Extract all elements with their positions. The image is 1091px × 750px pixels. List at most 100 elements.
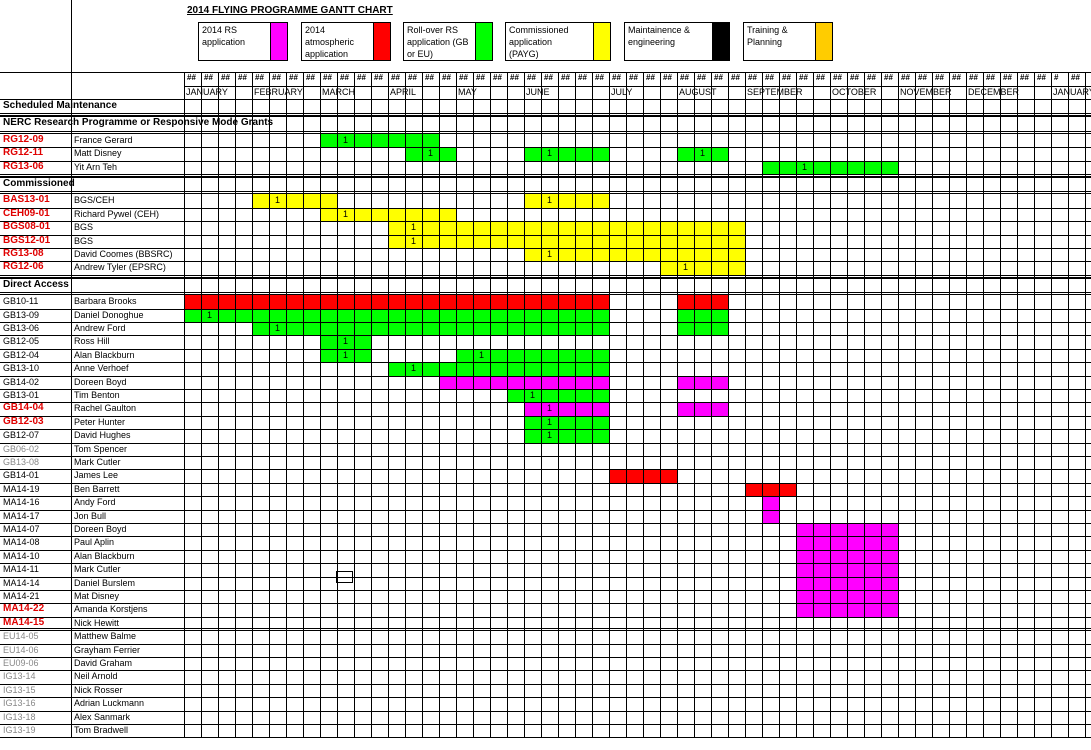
pi-name[interactable]: Nick Hewitt [74, 617, 120, 628]
project-code[interactable]: IG13-15 [3, 684, 36, 695]
project-code[interactable]: MA14-16 [3, 497, 40, 508]
project-code[interactable]: EU09-06 [3, 658, 39, 668]
pi-name[interactable]: Jon Bull [74, 510, 107, 521]
project-code[interactable]: GB13-06 [3, 323, 40, 333]
project-code[interactable]: IG13-19 [3, 725, 36, 735]
pi-name[interactable]: France Gerard [74, 134, 133, 145]
pi-name[interactable]: Ross Hill [74, 336, 110, 347]
pi-name[interactable]: Alex Sanmark [74, 711, 131, 722]
pi-name[interactable]: Amanda Korstjens [74, 604, 148, 615]
project-code[interactable]: BGS12-01 [3, 234, 51, 246]
project-code[interactable]: GB14-04 [3, 402, 44, 414]
grid-hline [0, 415, 1091, 417]
week-header: ## [1071, 73, 1080, 82]
project-code[interactable]: GB13-09 [3, 309, 40, 320]
pi-name[interactable]: Andrew Tyler (EPSRC) [74, 262, 166, 273]
pi-name[interactable]: Mark Cutler [74, 457, 121, 467]
pi-name[interactable]: Tom Bradwell [74, 725, 129, 735]
pi-name[interactable]: Paul Aplin [74, 537, 115, 548]
pi-name[interactable]: BGS [74, 222, 94, 233]
legend-label: 2014 atmospheric application [305, 25, 355, 59]
project-code[interactable]: GB14-02 [3, 376, 40, 387]
project-code[interactable]: IG13-18 [3, 711, 36, 722]
grid-hline [0, 697, 1091, 699]
month-label: MAY [458, 87, 477, 97]
project-code[interactable]: MA14-15 [3, 616, 45, 628]
pi-name[interactable]: Andrew Ford [74, 323, 126, 333]
project-code[interactable]: GB12-04 [3, 349, 40, 360]
grid-vline [354, 72, 355, 738]
project-code[interactable]: IG13-14 [3, 671, 36, 682]
project-code[interactable]: MA14-14 [3, 577, 40, 588]
pi-name[interactable]: BGS/CEH [74, 195, 115, 206]
pi-name[interactable]: James Lee [74, 470, 119, 481]
pi-name[interactable]: Doreen Boyd [74, 524, 127, 534]
project-code[interactable]: GB12-07 [3, 430, 40, 441]
pi-name[interactable]: BGS [74, 235, 94, 246]
project-code[interactable]: GB06-02 [3, 443, 40, 454]
project-code[interactable]: MA14-08 [3, 537, 40, 548]
pi-name[interactable]: Ben Barrett [74, 483, 120, 494]
project-code[interactable]: MA14-22 [3, 603, 45, 615]
project-code[interactable]: BGS08-01 [3, 221, 51, 233]
project-code[interactable]: MA14-10 [3, 550, 40, 561]
project-code[interactable]: RG13-06 [3, 160, 44, 172]
pi-name[interactable]: Daniel Burslem [74, 577, 136, 588]
selected-cell[interactable] [336, 571, 353, 583]
project-code[interactable]: RG12-06 [3, 261, 44, 273]
pi-name[interactable]: David Coomes (BBSRC) [74, 249, 173, 259]
project-code[interactable]: GB10-11 [3, 296, 39, 307]
grid-hline [0, 308, 1091, 310]
gantt-bar [524, 248, 745, 262]
grid-hline [0, 683, 1091, 685]
project-code[interactable]: RG13-08 [3, 248, 44, 259]
project-code[interactable]: GB13-10 [3, 363, 40, 374]
pi-name[interactable]: Yit Arn Teh [74, 161, 118, 172]
pi-name[interactable]: David Graham [74, 658, 133, 668]
week-header: ## [272, 73, 281, 82]
project-code[interactable]: IG13-16 [3, 698, 36, 709]
project-code[interactable]: MA14-07 [3, 524, 40, 534]
pi-name[interactable]: Adrian Luckmann [74, 698, 145, 709]
project-code[interactable]: BAS13-01 [3, 194, 50, 206]
project-code[interactable]: RG12-09 [3, 133, 44, 145]
week-header: ## [493, 73, 502, 82]
pi-name[interactable]: Tim Benton [74, 390, 120, 400]
pi-name[interactable]: Rachel Gaulton [74, 403, 137, 414]
pi-name[interactable]: Alan Blackburn [74, 550, 135, 561]
pi-name[interactable]: Grayham Ferrier [74, 644, 141, 655]
project-code[interactable]: EU14-06 [3, 644, 39, 655]
project-code[interactable]: GB12-03 [3, 415, 44, 427]
pi-name[interactable]: Matthew Balme [74, 631, 137, 642]
pi-name[interactable]: Matt Disney [74, 148, 122, 159]
pi-name[interactable]: Barbara Brooks [74, 296, 137, 307]
project-code[interactable]: RG12-11 [3, 147, 44, 159]
pi-name[interactable]: Andy Ford [74, 497, 116, 508]
pi-name[interactable]: Daniel Donoghue [74, 309, 144, 320]
project-code[interactable]: GB14-01 [3, 470, 40, 481]
month-label: JANUARY [1053, 87, 1091, 97]
pi-name[interactable]: Tom Spencer [74, 443, 128, 454]
project-code[interactable]: GB13-08 [3, 457, 40, 467]
project-code[interactable]: EU14-05 [3, 631, 39, 642]
pi-name[interactable]: Alan Blackburn [74, 349, 135, 360]
project-code[interactable]: MA14-19 [3, 483, 40, 494]
gantt-bar [320, 335, 371, 349]
project-code[interactable]: CEH09-01 [3, 207, 50, 219]
grid-hline [0, 130, 1091, 132]
pi-name[interactable]: Neil Arnold [74, 671, 118, 682]
project-code[interactable]: MA14-17 [3, 510, 40, 521]
project-code[interactable]: GB12-05 [3, 336, 40, 347]
project-code[interactable]: GB13-01 [3, 390, 40, 400]
project-code[interactable]: MA14-11 [3, 564, 39, 575]
project-code[interactable]: MA14-21 [3, 591, 40, 601]
grid-vline [1034, 72, 1035, 738]
pi-name[interactable]: David Hughes [74, 430, 131, 441]
pi-name[interactable]: Mat Disney [74, 591, 120, 601]
pi-name[interactable]: Peter Hunter [74, 416, 126, 427]
pi-name[interactable]: Mark Cutler [74, 564, 121, 575]
pi-name[interactable]: Anne Verhoef [74, 363, 129, 374]
pi-name[interactable]: Nick Rosser [74, 684, 123, 695]
pi-name[interactable]: Richard Pywel (CEH) [74, 208, 160, 219]
pi-name[interactable]: Doreen Boyd [74, 376, 127, 387]
